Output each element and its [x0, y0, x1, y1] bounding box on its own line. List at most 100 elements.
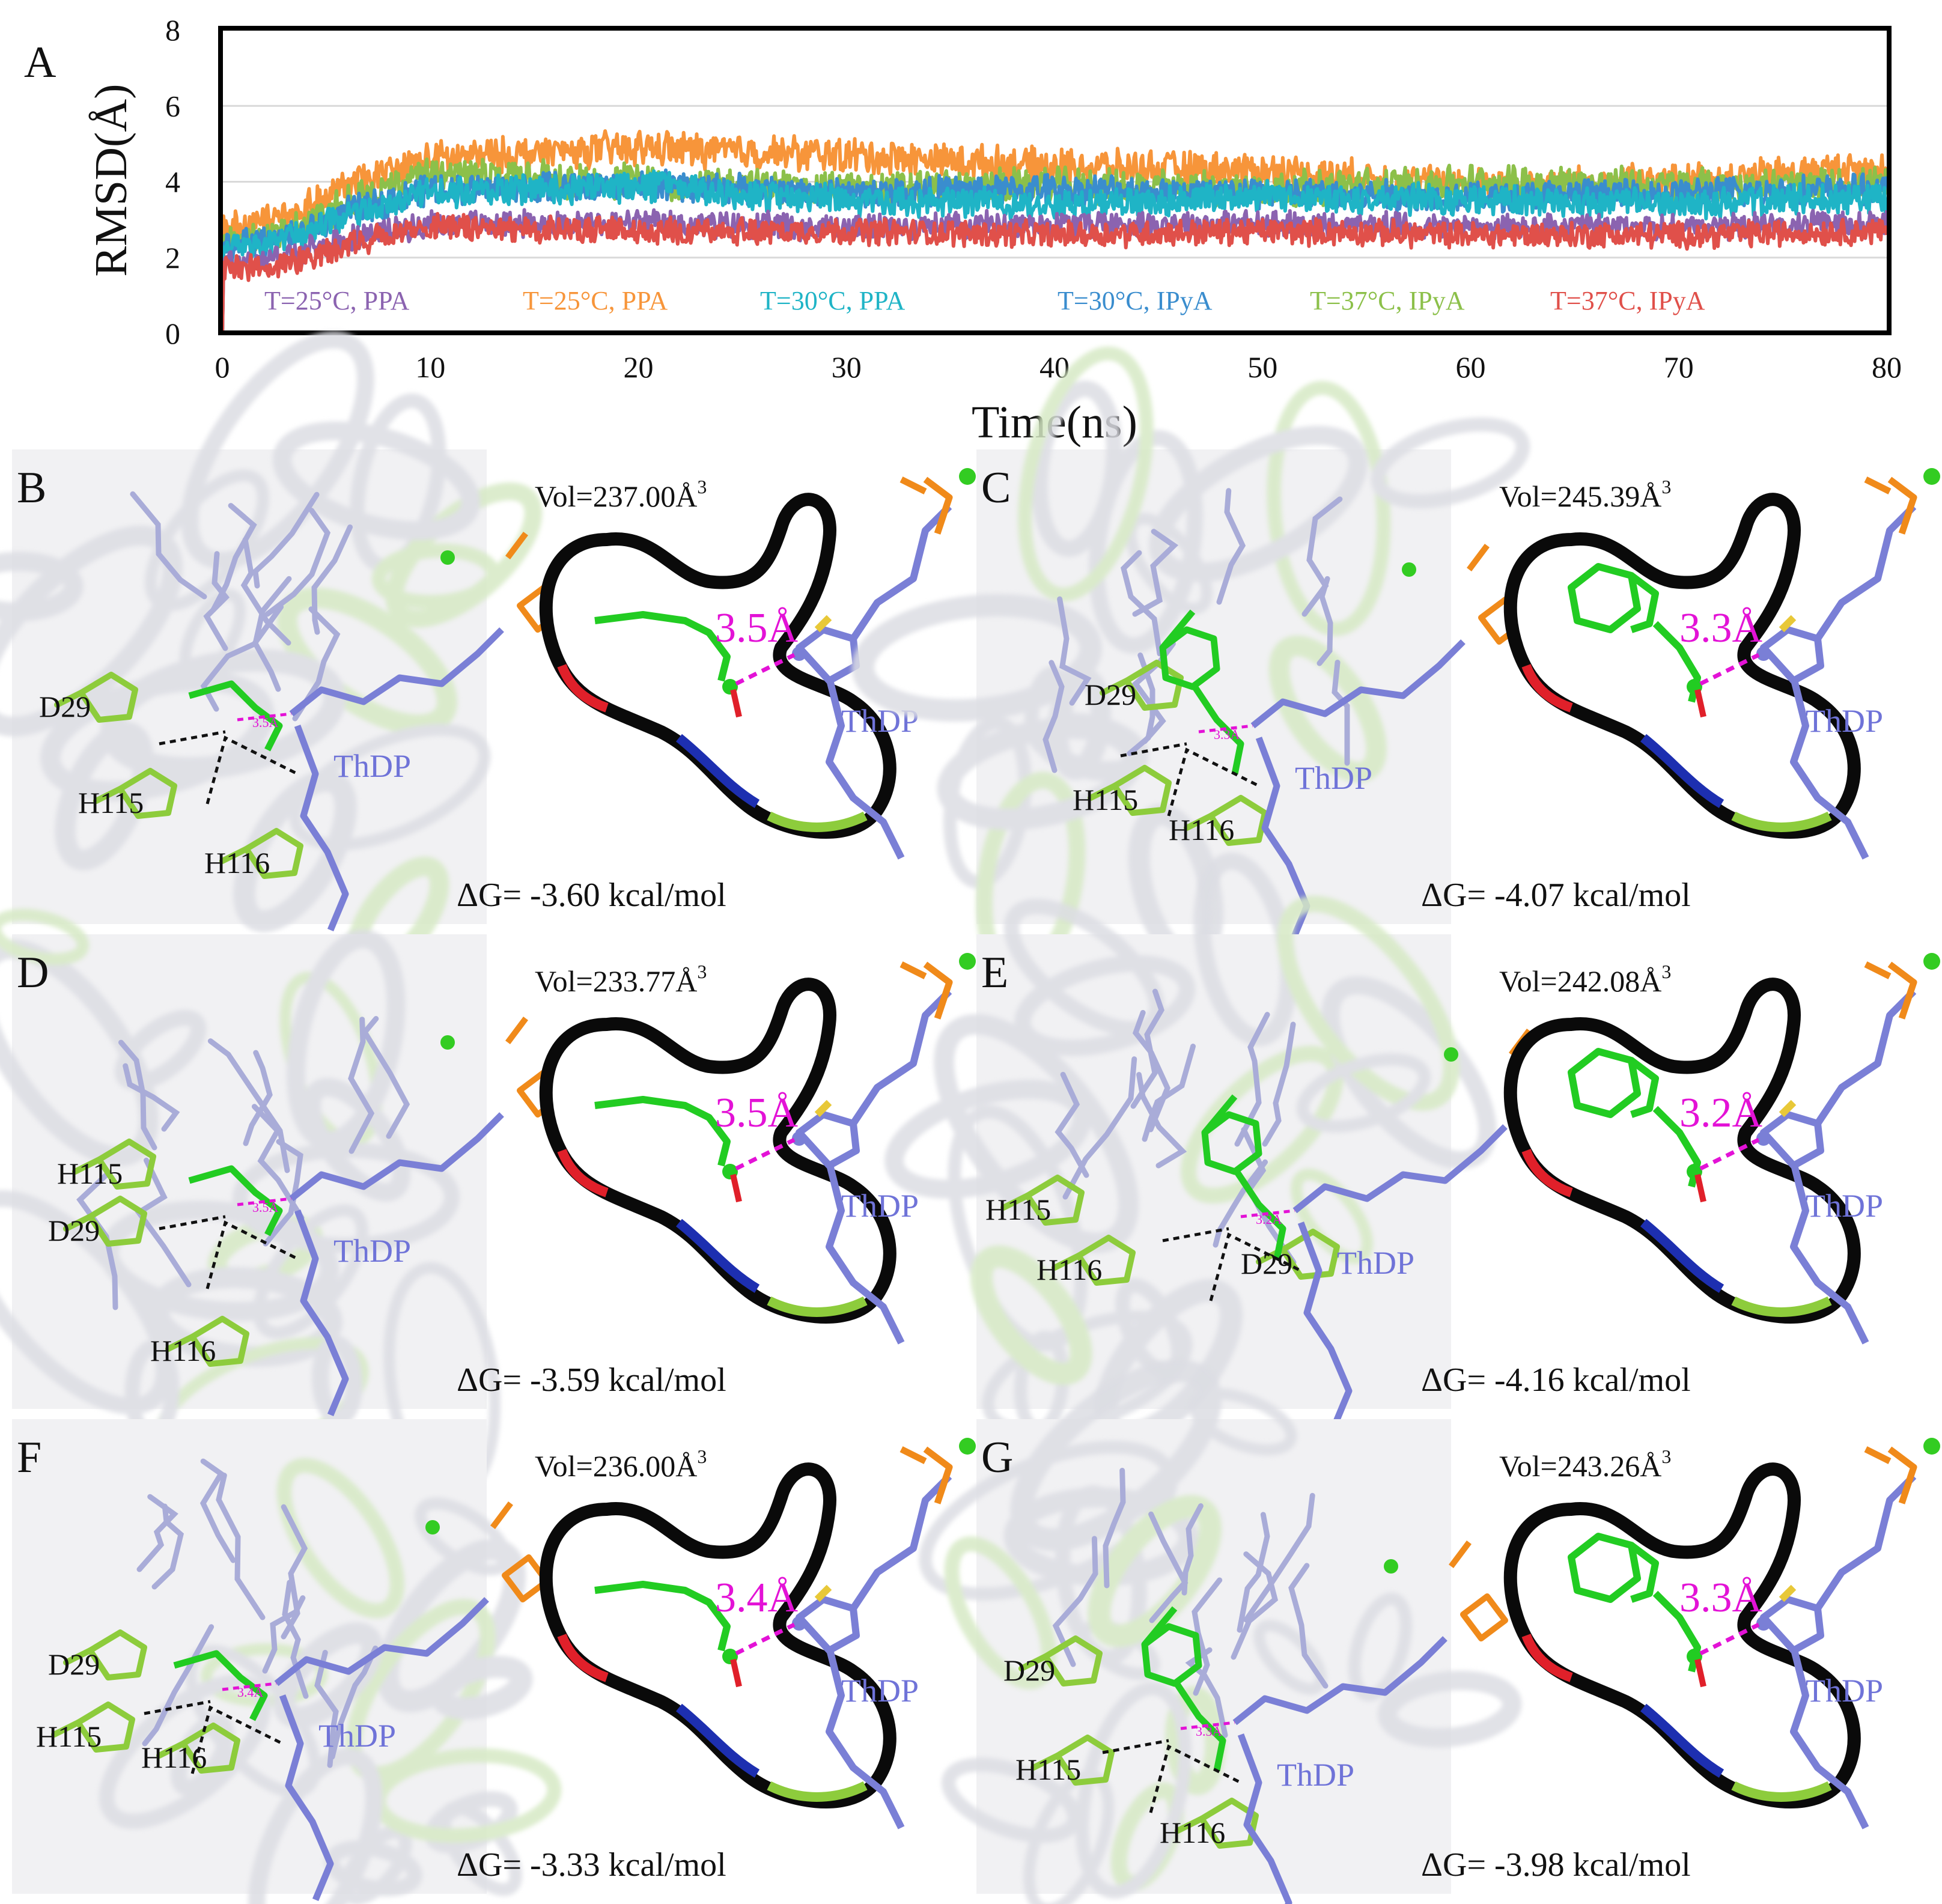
thdp-label: ThDP: [1277, 1757, 1354, 1793]
thdp-chain: [289, 627, 504, 717]
ribbon-coil: [941, 1757, 1082, 1843]
phosphate-group: [1449, 1541, 1508, 1641]
panel-label: E: [981, 948, 1008, 997]
distance-label-small: 3.3Å: [1196, 1724, 1222, 1739]
pocket-residue-sticks: [1052, 1467, 1329, 1738]
pocket-volume: Vol=236.00Å3: [535, 1446, 707, 1483]
distance-line-small: [1240, 1209, 1295, 1218]
residue-label-h116: H116: [1169, 813, 1234, 847]
residue-stick: [240, 537, 291, 646]
ligand-sticks: [1141, 1606, 1226, 1772]
residue-stick: [1062, 1056, 1137, 1200]
distance-line-small: [222, 1682, 277, 1691]
pocket-thdp: [1756, 953, 1940, 1345]
phenyl-chain: [173, 1650, 268, 1721]
residue-stick: [329, 1645, 379, 1760]
residue-stick: [361, 1016, 410, 1139]
pocket-thdp-label: ThDP: [841, 1188, 919, 1224]
residue-bond: [156, 1741, 186, 1759]
magnesium-ion: [440, 550, 455, 565]
cofactor-thdp-sticks: [289, 1017, 565, 1417]
legend-entry-2: T=25°C, PPA: [523, 286, 668, 315]
c2-atom: [1756, 646, 1771, 661]
residue-stick: [1216, 488, 1246, 605]
carboxyl-oxygen: [730, 689, 742, 718]
pocket-thdp: [792, 1438, 976, 1829]
distance-line-small: [1198, 724, 1253, 734]
pocket-phenyl: [594, 1581, 731, 1652]
x-tick-60: 60: [1456, 350, 1486, 384]
magnesium-ion: [1384, 1559, 1398, 1574]
y-tick-6: 6: [165, 89, 180, 123]
phenyl-chain: [188, 1165, 283, 1236]
ligand-chain: [1232, 1166, 1286, 1260]
pocket-patch-green: [1731, 811, 1832, 832]
pocket-ligand: [1568, 563, 1706, 718]
panel-label: G: [981, 1433, 1013, 1482]
ribbon-coil: [430, 1655, 533, 1720]
pocket-patch-red: [557, 663, 609, 713]
residue-bond: [72, 1157, 102, 1175]
residue-bond: [51, 1720, 81, 1738]
ribbon-coil: [276, 1458, 405, 1619]
ribbon-coil: [1277, 895, 1460, 1111]
residue-label-d29: D29: [48, 1214, 100, 1247]
distance-label: 3.3Å: [1679, 605, 1763, 651]
pocket-patch-blue: [676, 1218, 760, 1293]
pocket-volume: Vol=243.26Å3: [1499, 1446, 1671, 1483]
ribbon-coil: [289, 723, 491, 851]
pocket-phosphate: [899, 476, 953, 535]
structure-view: 3.3Å D29 H115 H116 ThDP C: [851, 346, 1530, 984]
pocket-thdp-label: ThDP: [1806, 1188, 1883, 1224]
pocket-thdp: [1756, 1438, 1940, 1829]
thdp-tail: [1815, 1473, 1917, 1611]
residue-stick: [243, 1050, 273, 1146]
pocket-ligand: [594, 1096, 742, 1203]
delta-g-value: ΔG= -3.59 kcal/mol: [457, 1361, 726, 1399]
residue-stick: [1130, 988, 1164, 1109]
distance-line: [1699, 652, 1760, 686]
residue-label-h115: H115: [1015, 1753, 1081, 1786]
carboxyl-oxygen: [1694, 689, 1706, 718]
residue-stick: [151, 1503, 184, 1590]
ribbon-coil: [970, 1245, 1092, 1385]
hydrogen-bonds: [159, 730, 299, 804]
distance-line: [735, 1137, 796, 1171]
panel-label-a: A: [24, 38, 56, 87]
thdp-pyrimidine: [279, 1694, 334, 1902]
residue-stick: [142, 1624, 215, 1747]
pocket-magnesium: [1923, 1438, 1940, 1455]
residue-ring: [87, 1196, 147, 1247]
panel-g: 3.3Å D29 H115 H116 ThDP G Vol=243.26Å3 3.3Å ThDP…: [919, 1359, 1940, 1904]
magnesium-ion: [425, 1520, 440, 1534]
distance-line: [735, 1622, 796, 1656]
thdp-label: ThDP: [1295, 760, 1372, 796]
ribbon-coil: [1010, 1359, 1222, 1551]
residue-stick: [1148, 1511, 1189, 1623]
residue-stick: [311, 524, 353, 635]
residue-stick: [252, 576, 292, 692]
cofactor-thdp-sticks: [274, 1501, 550, 1902]
pocket-magnesium: [1923, 468, 1940, 485]
sulfur-atom: [814, 1584, 832, 1602]
carboxyl-oxygen: [1694, 1173, 1706, 1203]
thiazolium-ring: [1760, 1596, 1824, 1654]
pocket-patch-green: [767, 1781, 868, 1802]
volume-exponent: 3: [1661, 961, 1671, 982]
y-axis-label: RMSD(Å): [86, 84, 136, 277]
legend-entry-1: T=25°C, PPA: [264, 286, 410, 315]
pocket-thdp: [792, 953, 976, 1345]
distance-label: 3.5Å: [715, 605, 799, 651]
residue-label-h115: H115: [985, 1193, 1051, 1226]
residue-bond: [165, 1334, 195, 1352]
residue-stick: [264, 508, 331, 617]
catalytic-residues: [54, 672, 303, 879]
thdp-pyrimidine: [294, 1209, 349, 1417]
pocket-surface: [1503, 493, 1861, 839]
catalytic-residues: [51, 1629, 240, 1774]
pocket-phosphate: [899, 961, 953, 1020]
residue-label-d29: D29: [39, 690, 91, 723]
residue-label-h116: H116: [204, 846, 270, 880]
distance-line: [1699, 1622, 1760, 1656]
residue-stick: [251, 1104, 305, 1221]
